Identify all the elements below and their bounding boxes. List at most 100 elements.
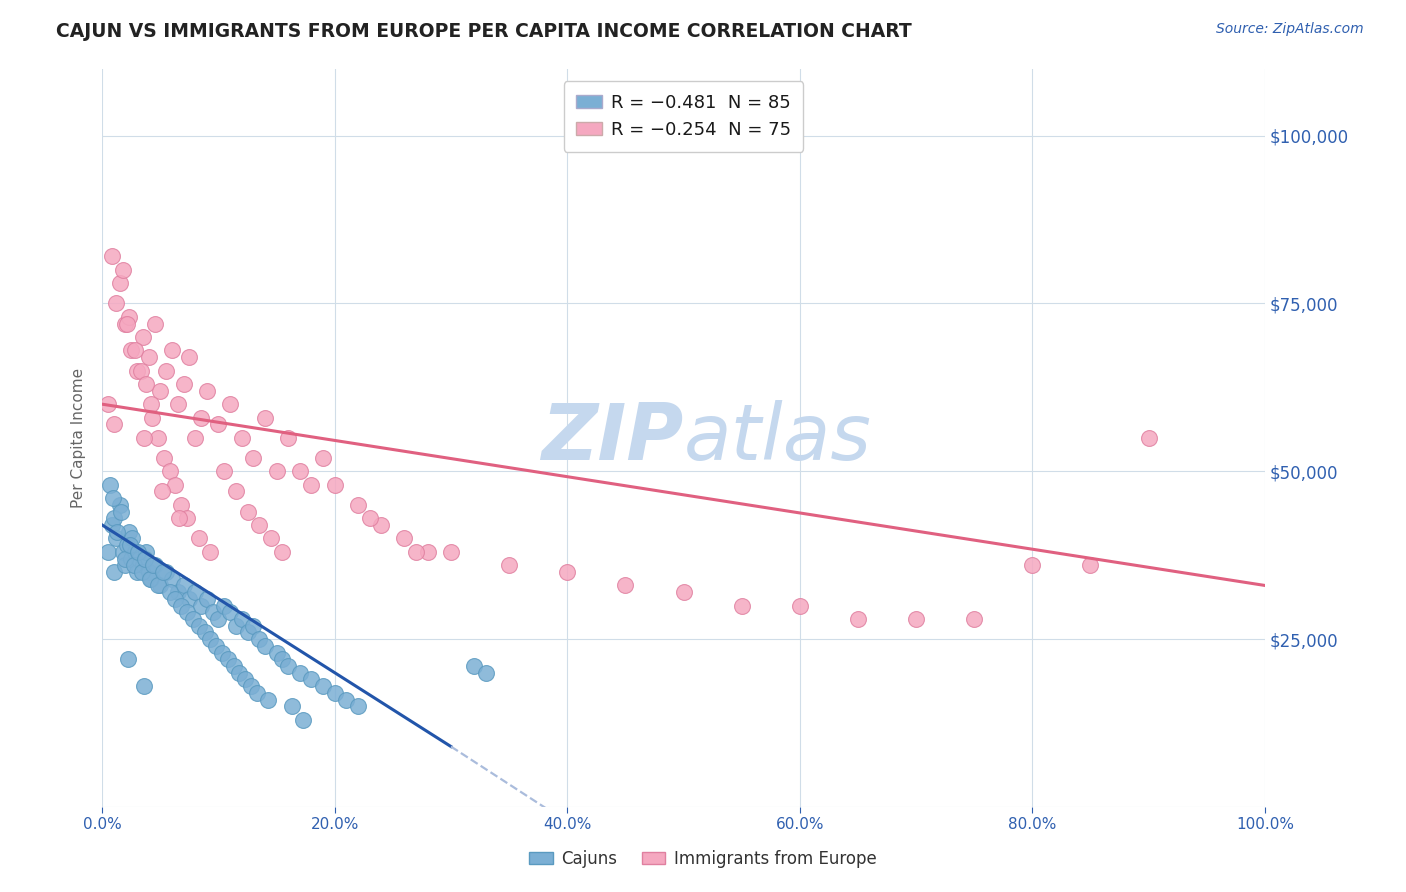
Point <box>127 545 149 559</box>
Point <box>100 250 122 264</box>
Point <box>138 565 160 579</box>
Point <box>335 692 357 706</box>
Legend: R = −0.481  N = 85, R = −0.254  N = 75: R = −0.481 N = 85, R = −0.254 N = 75 <box>564 81 803 152</box>
Point <box>135 545 157 559</box>
Point <box>219 397 242 411</box>
Point <box>127 565 149 579</box>
Point <box>1021 558 1043 573</box>
Point <box>173 578 195 592</box>
Point <box>143 317 166 331</box>
Point <box>370 518 392 533</box>
Point <box>98 477 121 491</box>
Point <box>271 652 294 666</box>
Point <box>253 410 276 425</box>
Point <box>124 545 146 559</box>
Point <box>242 450 264 465</box>
Point <box>103 565 125 579</box>
Point <box>225 484 247 499</box>
Point <box>179 350 201 364</box>
Point <box>176 605 198 619</box>
Point <box>115 538 138 552</box>
Point <box>159 464 181 478</box>
Point <box>475 665 498 680</box>
Point <box>292 713 315 727</box>
Point <box>228 665 250 680</box>
Point <box>173 377 195 392</box>
Point <box>112 545 135 559</box>
Point <box>176 511 198 525</box>
Point <box>207 612 229 626</box>
Point <box>231 612 253 626</box>
Text: CAJUN VS IMMIGRANTS FROM EUROPE PER CAPITA INCOME CORRELATION CHART: CAJUN VS IMMIGRANTS FROM EUROPE PER CAPI… <box>56 22 912 41</box>
Point <box>205 639 228 653</box>
Point <box>217 652 239 666</box>
Point <box>138 350 160 364</box>
Point <box>165 591 187 606</box>
Point <box>117 652 139 666</box>
Point <box>101 491 124 505</box>
Point <box>236 505 259 519</box>
Y-axis label: Per Capita Income: Per Capita Income <box>72 368 86 508</box>
Point <box>347 498 370 512</box>
Point <box>160 343 183 358</box>
Point <box>184 585 207 599</box>
Point <box>187 532 209 546</box>
Point <box>1080 558 1102 573</box>
Point <box>195 591 218 606</box>
Point <box>846 612 869 626</box>
Point <box>271 545 294 559</box>
Point <box>231 431 253 445</box>
Point <box>963 612 986 626</box>
Point <box>200 632 222 647</box>
Point <box>146 578 169 592</box>
Point <box>555 565 578 579</box>
Point <box>200 545 222 559</box>
Point <box>288 665 311 680</box>
Point <box>149 384 172 398</box>
Point <box>114 317 136 331</box>
Point <box>97 545 120 559</box>
Point <box>277 659 299 673</box>
Point <box>132 679 155 693</box>
Point <box>247 518 270 533</box>
Point <box>165 477 187 491</box>
Point <box>108 498 131 512</box>
Point <box>155 565 177 579</box>
Point <box>301 673 323 687</box>
Text: atlas: atlas <box>683 400 872 475</box>
Point <box>405 545 427 559</box>
Point <box>110 505 132 519</box>
Point <box>139 572 162 586</box>
Point <box>789 599 811 613</box>
Point <box>260 532 283 546</box>
Point <box>211 646 233 660</box>
Point <box>122 558 145 573</box>
Point <box>150 484 173 499</box>
Point <box>201 605 224 619</box>
Point <box>247 632 270 647</box>
Point <box>190 410 212 425</box>
Point <box>394 532 416 546</box>
Point <box>120 551 142 566</box>
Point <box>219 605 242 619</box>
Point <box>118 310 141 324</box>
Point <box>105 296 128 310</box>
Point <box>142 558 165 573</box>
Point <box>170 498 193 512</box>
Point <box>222 659 245 673</box>
Point <box>166 585 188 599</box>
Point <box>266 464 288 478</box>
Point <box>207 417 229 432</box>
Point <box>730 599 752 613</box>
Text: Source: ZipAtlas.com: Source: ZipAtlas.com <box>1216 22 1364 37</box>
Point <box>280 699 302 714</box>
Point <box>498 558 520 573</box>
Point <box>190 599 212 613</box>
Point <box>127 363 149 377</box>
Point <box>312 679 335 693</box>
Point <box>193 625 215 640</box>
Point <box>166 397 188 411</box>
Point <box>242 618 264 632</box>
Point <box>132 558 155 573</box>
Point <box>134 551 156 566</box>
